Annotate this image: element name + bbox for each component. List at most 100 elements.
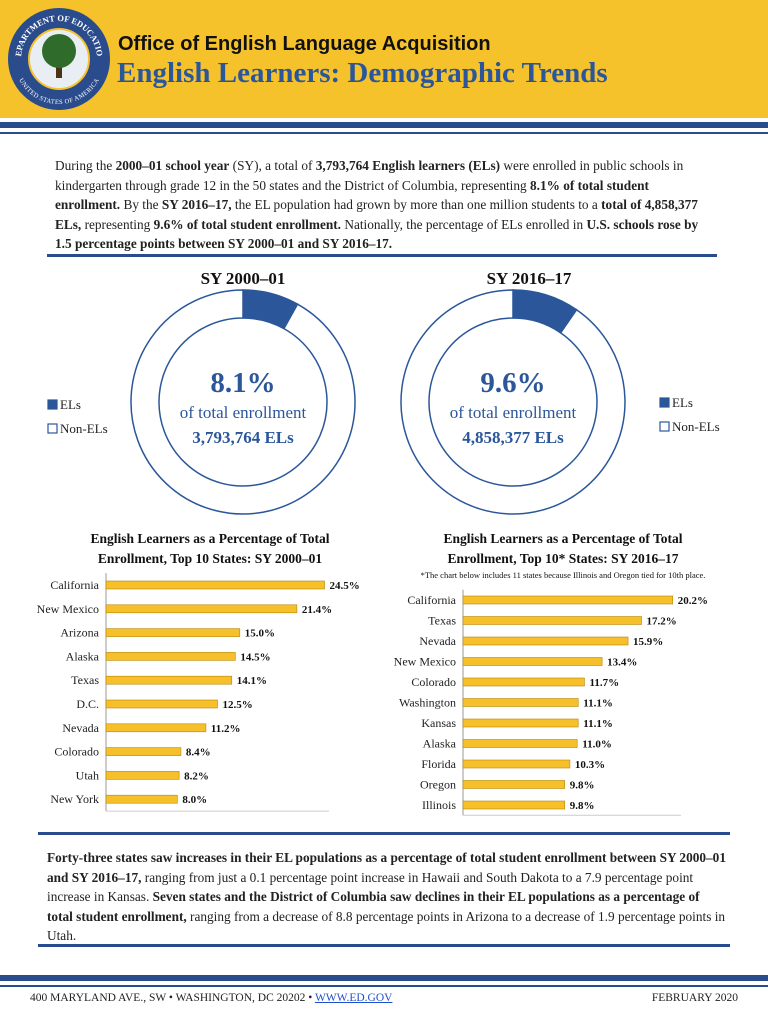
bar: [105, 580, 325, 590]
text: ranging from a decrease of 8.8 percentag…: [47, 908, 726, 944]
divider: [0, 122, 768, 128]
bar: [462, 718, 579, 728]
bar: [462, 800, 566, 810]
bar: [105, 628, 241, 637]
divider: [0, 975, 768, 981]
website-link[interactable]: WWW.ED.GOV: [314, 992, 393, 1004]
donut-slice: [130, 289, 356, 515]
category-label: Texas: [71, 673, 99, 687]
value-label: 11.1%: [583, 718, 613, 730]
value-label: 10.3%: [575, 759, 605, 771]
seal-tree: [42, 34, 76, 68]
value-label: 17.2%: [647, 616, 677, 628]
divider: [38, 944, 730, 947]
intro-paragraph: During the 2000–01 school year (SY), a t…: [55, 156, 715, 254]
value-label: 8.2%: [184, 770, 209, 782]
bar: [105, 794, 178, 804]
text: representing: [81, 216, 154, 232]
category-label: Nevada: [62, 721, 99, 735]
bold-text: Seven states and the District of Columbi…: [47, 889, 700, 924]
bar: [462, 677, 585, 687]
legend-label: ELs: [672, 395, 693, 410]
bar: [105, 675, 233, 685]
chart-title: English Learners as a Percentage of Tota…: [91, 531, 330, 546]
divider: [47, 254, 717, 257]
text: By the: [120, 197, 162, 212]
text: the EL population had grown by more than…: [231, 197, 602, 212]
bar: [105, 652, 236, 661]
legend-swatch: [47, 423, 58, 434]
text: were enrolled in public schools in kinde…: [55, 158, 684, 193]
bar: [105, 604, 298, 614]
category-label: Colorado: [54, 745, 99, 759]
value-label: 14.1%: [237, 675, 267, 687]
value-label: 20.2%: [678, 595, 708, 607]
category-label: D.C.: [76, 697, 99, 711]
value-label: 12.5%: [223, 699, 253, 711]
category-label: New Mexico: [394, 655, 456, 669]
bar: [105, 747, 182, 756]
category-label: New Mexico: [37, 602, 99, 616]
chart-title: Enrollment, Top 10 States: SY 2000–01: [98, 551, 323, 566]
bar: [462, 739, 578, 748]
donut-slice: [400, 289, 626, 515]
category-label: Texas: [428, 614, 456, 628]
value-label: 15.9%: [633, 636, 663, 648]
bar: [462, 657, 603, 666]
category-label: Nevada: [419, 634, 456, 648]
legend-label: Non-ELs: [672, 419, 720, 434]
count-label: 4,858,377 ELs: [462, 428, 564, 447]
value-label: 8.0%: [182, 794, 207, 806]
category-label: Utah: [76, 768, 99, 782]
category-label: Arizona: [60, 626, 99, 640]
center-value: 8.1%: [210, 367, 275, 399]
category-label: Washington: [399, 696, 456, 710]
legend-label: ELs: [60, 397, 81, 412]
center-text: of total enrollment: [180, 403, 307, 422]
chart-title: SY 2016–17: [487, 269, 572, 288]
footer-address: 400 MARYLAND AVE., SW • WASHINGTON, DC 2…: [30, 992, 392, 1004]
text: During the: [55, 158, 116, 173]
bar: [105, 723, 207, 733]
category-label: California: [50, 578, 99, 592]
center-value: 9.6%: [480, 367, 545, 399]
bold-text: total of 4,858,377 ELs,: [55, 197, 698, 232]
address: 400 MARYLAND AVE., SW • WASHINGTON, DC 2…: [30, 992, 315, 1004]
text: (SY), a total of: [229, 158, 316, 173]
header-band: [0, 0, 768, 118]
legend-swatch: [659, 397, 670, 408]
count-label: 3,793,764 ELs: [192, 428, 294, 447]
bar: [462, 636, 629, 646]
bar: [462, 759, 571, 769]
bar: [105, 699, 218, 709]
value-label: 11.2%: [211, 723, 241, 735]
chart-title: Enrollment, Top 10* States: SY 2016–17: [447, 551, 678, 566]
center-text: of total enrollment: [450, 403, 577, 422]
charts: SY 2000–01 ELs Non-ELs 8.1% of total enrollm…: [37, 269, 720, 816]
category-label: Florida: [421, 757, 456, 771]
divider: [0, 985, 768, 987]
category-label: Alaska: [423, 737, 457, 751]
chart-title: English Learners as a Percentage of Tota…: [444, 531, 683, 546]
bold-text: 9.6% of total student enrollment.: [153, 216, 342, 232]
text: ranging from just a 0.1 percentage point…: [47, 869, 694, 905]
bold-text: Forty-three states saw increases in thei…: [47, 850, 726, 885]
category-label: Kansas: [421, 716, 456, 730]
divider: [38, 832, 730, 835]
text: Nationally, the percentage of ELs enroll…: [341, 216, 587, 232]
category-label: Oregon: [420, 778, 456, 792]
chart-title: SY 2000–01: [201, 269, 286, 288]
value-label: 9.8%: [570, 800, 595, 812]
summary-paragraph: Forty-three states saw increases in thei…: [47, 848, 727, 946]
office-name: Office of English Language Acquisition: [118, 33, 491, 55]
value-label: 14.5%: [240, 651, 270, 663]
legend-swatch: [659, 421, 670, 432]
value-label: 21.4%: [302, 604, 332, 616]
bold-text: SY 2016–17,: [161, 197, 232, 212]
category-label: New York: [50, 792, 99, 806]
category-label: Colorado: [411, 675, 456, 689]
bar: [462, 616, 642, 625]
chart-note: *The chart below includes 11 states beca…: [421, 570, 706, 580]
category-label: Alaska: [66, 649, 100, 663]
